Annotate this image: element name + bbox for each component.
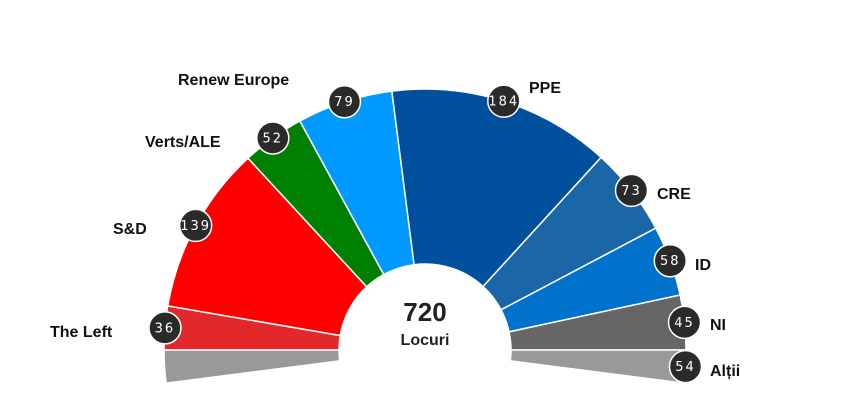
seat-count: 139 xyxy=(180,219,211,234)
seat-count: 45 xyxy=(674,316,695,331)
label-altii: Alții xyxy=(710,363,741,380)
total-seats-label: Locuri xyxy=(400,332,450,349)
seat-badge-circle xyxy=(614,173,649,208)
seat-badge: 36 xyxy=(148,311,182,345)
seat-badge-circle xyxy=(178,208,213,243)
seat-badge-circle xyxy=(327,84,362,119)
segment-s-d xyxy=(166,157,368,337)
seat-badge-circle xyxy=(653,243,688,278)
label-verts-ale: Verts/ALE xyxy=(145,134,221,151)
seat-badge-circle xyxy=(487,84,521,118)
total-seats: 720 xyxy=(403,297,447,327)
label-renew-europe: Renew Europe xyxy=(178,72,290,89)
seat-badge: 52 xyxy=(256,121,290,155)
segment-altii-right xyxy=(509,349,687,384)
seat-badge: 45 xyxy=(667,305,702,340)
seat-badge-circle xyxy=(667,305,702,340)
seat-badge: 73 xyxy=(614,173,649,208)
seat-count: 54 xyxy=(675,360,696,375)
seat-badge-circle xyxy=(668,349,703,384)
segment-altii-left xyxy=(163,349,341,384)
seat-count: 52 xyxy=(263,131,284,146)
seat-count: 79 xyxy=(334,95,355,110)
seat-badge: 139 xyxy=(178,208,213,243)
seat-count: 58 xyxy=(660,254,681,269)
label-ppe: PPE xyxy=(529,80,562,97)
segment-ppe xyxy=(391,88,603,288)
seat-badge: 184 xyxy=(487,84,521,118)
seat-count: 73 xyxy=(621,184,642,199)
label-id: ID xyxy=(695,257,711,274)
seat-badge-circle xyxy=(148,311,182,345)
seat-count: 184 xyxy=(488,95,519,110)
seat-count: 36 xyxy=(155,321,176,336)
label-the-left: The Left xyxy=(50,324,113,341)
seat-badge-circle xyxy=(256,121,290,155)
seat-badge: 58 xyxy=(653,243,688,278)
seat-badge: 54 xyxy=(668,349,703,384)
label-sd: S&D xyxy=(113,221,147,238)
seat-badge: 79 xyxy=(327,84,362,119)
label-cre: CRE xyxy=(657,186,691,203)
label-ni: NI xyxy=(710,317,726,334)
